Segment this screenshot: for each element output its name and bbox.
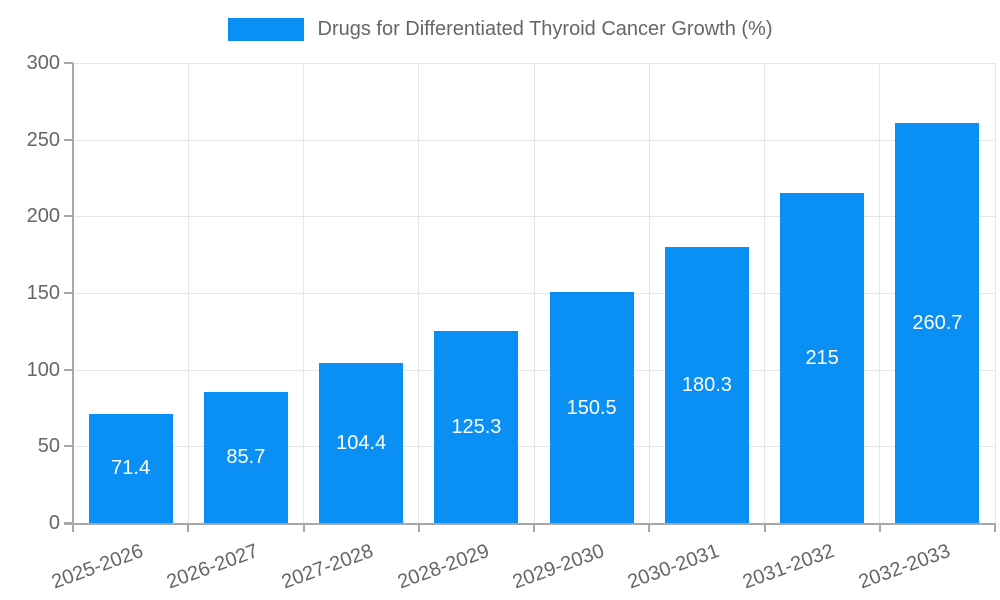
bar[interactable]: [203, 391, 288, 523]
x-axis-tick: [302, 523, 305, 532]
bar[interactable]: [895, 123, 980, 523]
bar[interactable]: [88, 413, 173, 523]
x-tick-label: 2028-2029: [394, 540, 492, 594]
legend-label: Drugs for Differentiated Thyroid Cancer …: [317, 18, 773, 40]
bar[interactable]: [549, 292, 634, 523]
x-axis-tick: [417, 523, 420, 532]
x-tick-label: 2032-2033: [855, 540, 953, 594]
bar[interactable]: [664, 246, 749, 523]
x-gridline: [187, 63, 189, 523]
x-gridline: [533, 63, 535, 523]
x-gridline: [994, 63, 996, 523]
legend-swatch-icon: [227, 18, 304, 41]
x-tick-label: 2026-2027: [163, 540, 262, 594]
x-axis-line: [64, 523, 995, 525]
x-gridline: [648, 63, 650, 523]
chart-legend: Drugs for Differentiated Thyroid Cancer …: [0, 18, 1000, 41]
x-axis-tick: [533, 523, 535, 532]
x-gridline: [764, 63, 765, 523]
y-tick-label: 100: [26, 358, 60, 381]
x-gridline: [303, 63, 304, 523]
x-axis-tick: [187, 523, 190, 532]
x-tick-label: 2030-2031: [624, 540, 723, 594]
y-axis-tick: [64, 292, 73, 294]
y-tick-label: 250: [26, 128, 60, 151]
x-axis-tick: [878, 523, 881, 532]
x-tick-label: 2031-2032: [740, 540, 838, 594]
y-axis-tick: [64, 138, 73, 141]
y-tick-label: 150: [26, 282, 60, 304]
x-gridline: [418, 63, 420, 523]
y-tick-label: 200: [26, 205, 60, 228]
x-tick-label: 2025-2026: [48, 540, 147, 594]
y-tick-label: 50: [37, 435, 60, 458]
x-gridline: [879, 63, 881, 523]
x-axis-tick: [648, 523, 651, 532]
y-axis-tick: [64, 215, 73, 218]
legend-item[interactable]: Drugs for Differentiated Thyroid Cancer …: [227, 18, 773, 41]
bar[interactable]: [780, 193, 865, 523]
y-axis-tick: [64, 445, 73, 448]
y-tick-label: 0: [48, 512, 60, 534]
y-tick-label: 300: [26, 52, 60, 74]
y-axis-tick: [64, 62, 73, 64]
bar[interactable]: [434, 330, 519, 523]
bar[interactable]: [319, 362, 404, 523]
x-tick-label: 2029-2030: [509, 540, 608, 594]
y-axis-line: [72, 63, 74, 532]
x-axis-tick: [994, 523, 996, 532]
x-axis-tick: [763, 523, 766, 532]
y-axis-tick: [64, 368, 73, 371]
x-tick-label: 2027-2028: [279, 540, 377, 594]
